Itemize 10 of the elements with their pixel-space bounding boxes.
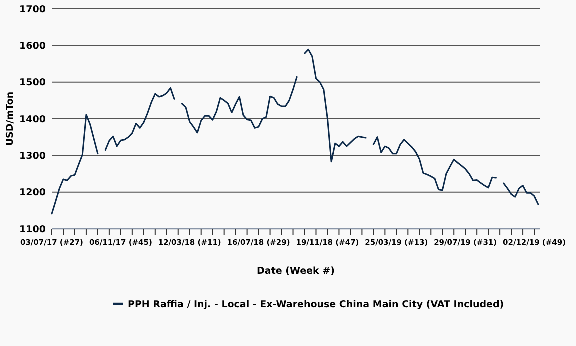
y-axis-title: USD/mTon (5, 92, 16, 146)
y-tick-label: 1500 (20, 78, 46, 89)
y-tick-label: 1700 (20, 4, 46, 16)
y-tick-label: 1200 (20, 188, 46, 199)
y-tick-label: 1300 (20, 150, 46, 162)
y-tick-label: 1600 (20, 40, 46, 52)
x-axis-title: Date (Week #) (257, 266, 335, 277)
y-tick-label: 1400 (20, 114, 46, 126)
legend-label: PPH Raffia / Inj. - Local - Ex-Warehouse China Main City (VAT Included) (128, 299, 504, 310)
y-tick-label: 1100 (20, 224, 46, 236)
